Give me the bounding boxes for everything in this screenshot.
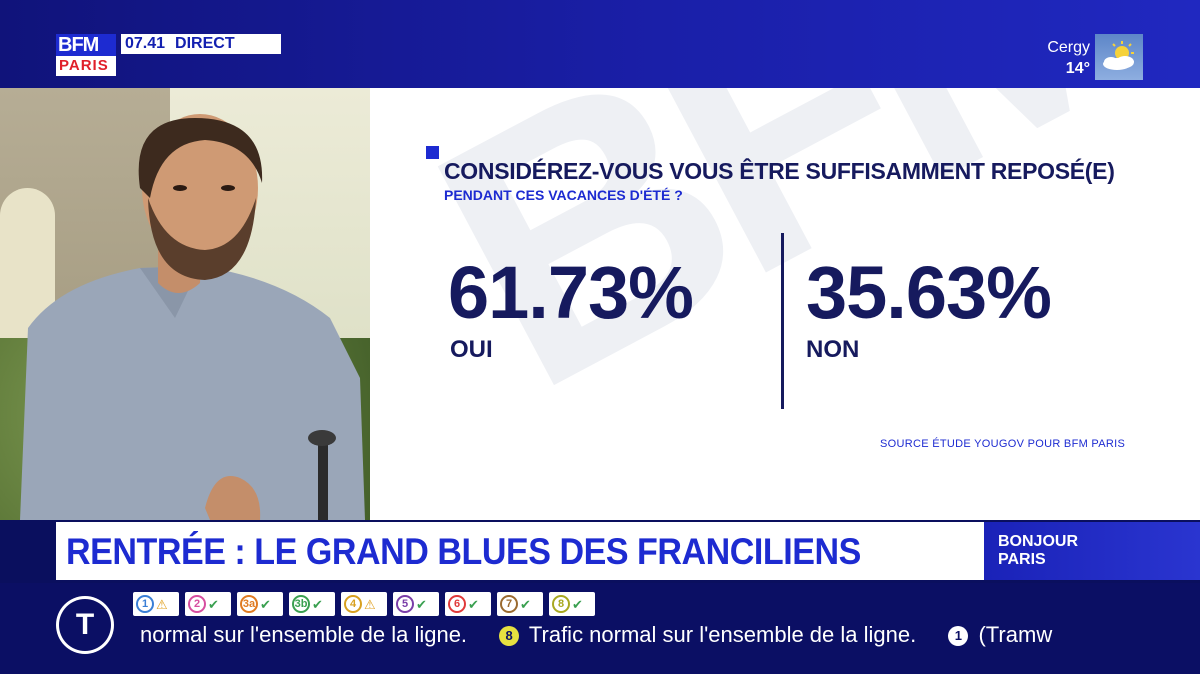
transit-line-number: 6 xyxy=(448,595,466,613)
poll-source: SOURCE ÉTUDE YOUGOV POUR BFM PARIS xyxy=(880,438,1126,450)
transit-line-chip: 4 ⚠ xyxy=(341,592,387,616)
studio-camera-view xyxy=(0,88,370,520)
transit-line-number: 5 xyxy=(396,595,414,613)
check-icon: ✔ xyxy=(260,596,271,612)
headline-text: RENTRÉE : LE GRAND BLUES DES FRANCILIENS xyxy=(66,531,861,572)
poll-subquestion: PENDANT CES VACANCES D'ÉTÉ ? xyxy=(444,187,683,203)
ticker-text: normal sur l'ensemble de la ligne. 8 Tra… xyxy=(140,622,1052,648)
transit-lines-row: 1 ⚠ 2 ✔ 3a ✔ 3b ✔ 4 ⚠ 5 ✔ 6 ✔ 7 ✔ 8 ✔ xyxy=(133,592,595,616)
transit-line-number: 4 xyxy=(344,595,362,613)
check-icon: ✔ xyxy=(572,596,583,612)
check-icon: ✔ xyxy=(312,596,323,612)
check-icon: ✔ xyxy=(468,596,479,612)
check-icon: ✔ xyxy=(416,596,427,612)
ticker-segment-2: Trafic normal sur l'ensemble de la ligne… xyxy=(528,622,917,647)
yes-percentage: 61.73% xyxy=(448,251,694,334)
transit-line-chip: 7 ✔ xyxy=(497,592,543,616)
tramway-badge-icon: T xyxy=(56,596,114,654)
warning-icon: ⚠ xyxy=(364,596,376,612)
headline-band: RENTRÉE : LE GRAND BLUES DES FRANCILIENS xyxy=(56,522,984,580)
transit-line-number: 1 xyxy=(136,595,154,613)
transit-line-chip: 1 ⚠ xyxy=(133,592,179,616)
ticker-segment-1: normal sur l'ensemble de la ligne. xyxy=(140,622,468,647)
stat-divider xyxy=(781,233,784,409)
ticker-line-8-icon: 8 xyxy=(499,626,520,646)
transit-line-chip: 8 ✔ xyxy=(549,592,595,616)
weather-city: Cergy xyxy=(1047,39,1090,56)
transit-line-number: 3b xyxy=(292,595,310,613)
presenter-figure xyxy=(20,114,365,520)
check-icon: ✔ xyxy=(208,596,219,612)
show-name-line1: BONJOUR xyxy=(998,533,1079,550)
logo-paris-text: PARIS xyxy=(56,56,116,76)
no-label: NON xyxy=(806,336,860,363)
poll-question: CONSIDÉREZ-VOUS VOUS ÊTRE SUFFISAMMENT R… xyxy=(444,158,1115,184)
transit-line-chip: 3b ✔ xyxy=(289,592,335,616)
poll-infographic: BFM CONSIDÉREZ-VOUS VOUS ÊTRE SUFFISAMME… xyxy=(370,88,1200,520)
top-bar: BFM PARIS 07.41 DIRECT Cergy 14° xyxy=(0,0,1200,88)
transit-line-number: 8 xyxy=(552,595,570,613)
live-tag: 07.41 DIRECT xyxy=(121,34,281,54)
transit-line-chip: 5 ✔ xyxy=(393,592,439,616)
no-percentage: 35.63% xyxy=(806,251,1052,334)
transit-line-number: 7 xyxy=(500,595,518,613)
ticker-line-1-icon: 1 xyxy=(948,626,969,646)
transit-line-chip: 6 ✔ xyxy=(445,592,491,616)
transit-line-chip: 3a ✔ xyxy=(237,592,283,616)
show-name-line2: PARIS xyxy=(998,551,1046,568)
tramway-badge-letter: T xyxy=(59,599,111,651)
yes-label: OUI xyxy=(450,336,493,363)
warning-icon: ⚠ xyxy=(156,596,168,612)
sun-cloud-icon xyxy=(1095,34,1143,80)
transit-line-number: 2 xyxy=(188,595,206,613)
clock-time: 07.41 xyxy=(125,35,166,52)
weather-info: Cergy 14° xyxy=(1047,37,1090,79)
transit-line-number: 3a xyxy=(240,595,258,613)
logo-bfm-text: BFM xyxy=(56,34,116,56)
live-label: DIRECT xyxy=(175,35,235,52)
show-tag: BONJOUR PARIS xyxy=(984,522,1200,580)
channel-logo: BFM PARIS xyxy=(56,34,116,76)
check-icon: ✔ xyxy=(520,596,531,612)
transit-line-chip: 2 ✔ xyxy=(185,592,231,616)
question-marker xyxy=(426,146,439,159)
ticker-segment-3: (Tramw xyxy=(978,622,1053,647)
weather-temp: 14° xyxy=(1065,60,1090,77)
